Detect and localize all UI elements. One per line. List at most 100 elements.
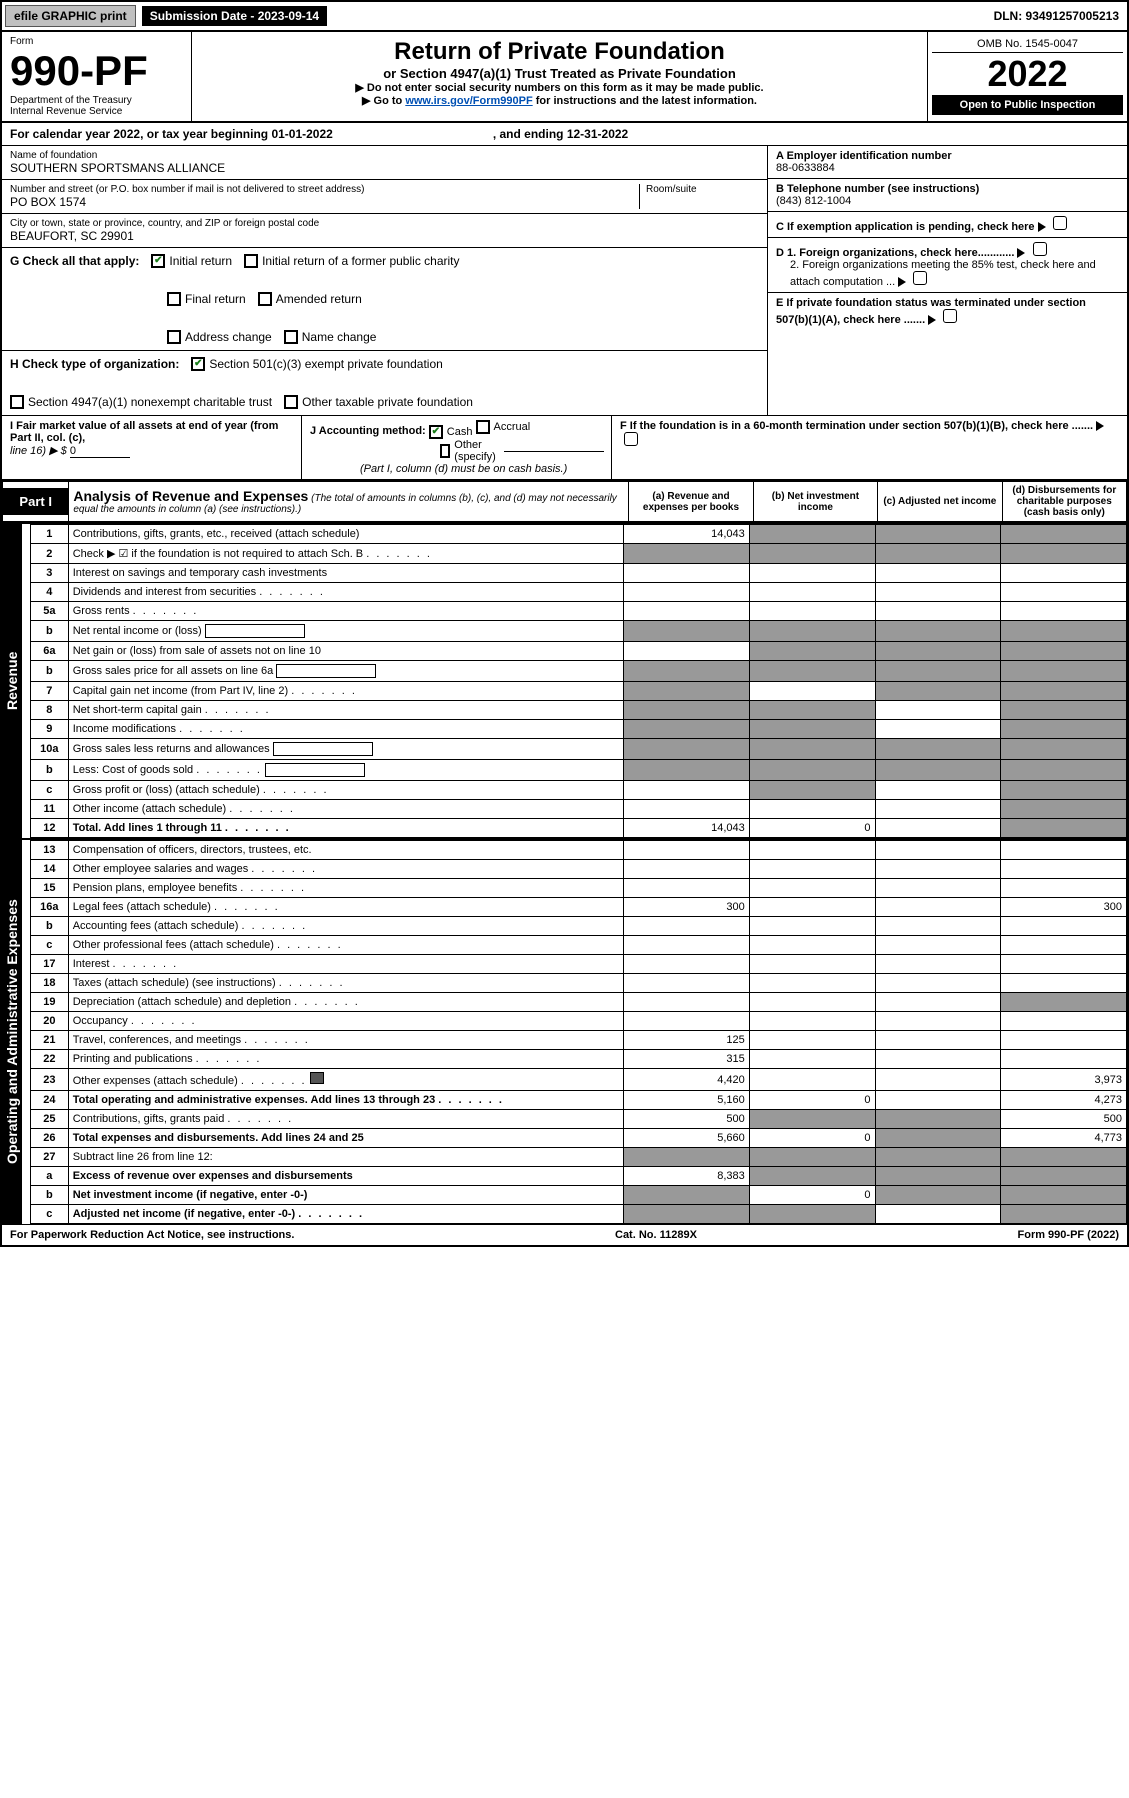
line-description: Adjusted net income (if negative, enter … [68, 1205, 623, 1224]
table-row: bAccounting fees (attach schedule) . . .… [31, 917, 1127, 936]
col-d-amount [1001, 819, 1127, 838]
cash-checkbox[interactable] [429, 425, 443, 439]
col-b-amount: 0 [749, 1129, 875, 1148]
col-a-amount: 5,660 [624, 1129, 750, 1148]
table-row: bLess: Cost of goods sold . . . . . . . [31, 760, 1127, 781]
amended-return-label: Amended return [276, 292, 362, 306]
line-description: Other professional fees (attach schedule… [68, 936, 623, 955]
line-number: b [31, 661, 69, 682]
other-taxable-checkbox[interactable] [284, 395, 298, 409]
line-description: Gross sales less returns and allowances [68, 739, 623, 760]
part1-title: Analysis of Revenue and Expenses [73, 488, 308, 504]
col-b-amount [749, 936, 875, 955]
line-description: Net gain or (loss) from sale of assets n… [68, 642, 623, 661]
line-number: 13 [31, 841, 69, 860]
col-b-amount [749, 525, 875, 544]
arrow-icon [1017, 248, 1025, 258]
line-number: 12 [31, 819, 69, 838]
line-description: Other income (attach schedule) . . . . .… [68, 800, 623, 819]
col-a-amount [624, 936, 750, 955]
table-row: 6aNet gain or (loss) from sale of assets… [31, 642, 1127, 661]
col-d-amount [1001, 800, 1127, 819]
table-row: 3Interest on savings and temporary cash … [31, 564, 1127, 583]
col-c-amount [875, 993, 1001, 1012]
col-a-header: (a) Revenue and expenses per books [629, 482, 753, 522]
col-b-amount [749, 955, 875, 974]
form990pf-link[interactable]: www.irs.gov/Form990PF [405, 95, 532, 107]
col-b-amount [749, 917, 875, 936]
col-d-amount [1001, 936, 1127, 955]
line-number: b [31, 621, 69, 642]
i-line16: line 16) ▶ $ [10, 445, 67, 457]
line-description: Pension plans, employee benefits . . . .… [68, 879, 623, 898]
col-b-amount [749, 1050, 875, 1069]
d2-checkbox[interactable] [913, 271, 927, 285]
final-return-checkbox[interactable] [167, 292, 181, 306]
501c3-checkbox[interactable] [191, 357, 205, 371]
cal-begin: For calendar year 2022, or tax year begi… [10, 127, 333, 141]
ledger-icon[interactable] [310, 1072, 324, 1084]
line-number: 2 [31, 544, 69, 564]
col-d-amount: 500 [1001, 1110, 1127, 1129]
col-d-amount [1001, 993, 1127, 1012]
col-c-amount [875, 898, 1001, 917]
col-a-amount [624, 564, 750, 583]
col-d-amount [1001, 1186, 1127, 1205]
name-change-checkbox[interactable] [284, 330, 298, 344]
col-b-amount [749, 621, 875, 642]
dept-treasury: Department of the Treasury [10, 95, 183, 106]
arrow-icon [1038, 222, 1046, 232]
table-row: 7Capital gain net income (from Part IV, … [31, 682, 1127, 701]
line-number: 27 [31, 1148, 69, 1167]
4947-label: Section 4947(a)(1) nonexempt charitable … [28, 395, 272, 409]
line-number: 26 [31, 1129, 69, 1148]
table-row: 26Total expenses and disbursements. Add … [31, 1129, 1127, 1148]
page-footer: For Paperwork Reduction Act Notice, see … [2, 1224, 1127, 1245]
col-d-amount [1001, 564, 1127, 583]
revenue-section: Revenue 1Contributions, gifts, grants, e… [2, 522, 1127, 838]
col-b-amount [749, 860, 875, 879]
table-row: 18Taxes (attach schedule) (see instructi… [31, 974, 1127, 993]
table-row: cAdjusted net income (if negative, enter… [31, 1205, 1127, 1224]
col-c-amount [875, 955, 1001, 974]
street-label: Number and street (or P.O. box number if… [10, 184, 639, 195]
col-a-amount [624, 917, 750, 936]
col-a-amount [624, 800, 750, 819]
col-d-amount [1001, 955, 1127, 974]
4947-checkbox[interactable] [10, 395, 24, 409]
name-change-label: Name change [302, 330, 377, 344]
final-return-label: Final return [185, 292, 246, 306]
city-state-zip: BEAUFORT, SC 29901 [10, 229, 759, 243]
f-checkbox[interactable] [624, 432, 638, 446]
line-description: Interest on savings and temporary cash i… [68, 564, 623, 583]
initial-return-checkbox[interactable] [151, 254, 165, 268]
col-d-amount [1001, 1205, 1127, 1224]
accrual-checkbox[interactable] [476, 420, 490, 434]
dln: DLN: 93491257005213 [986, 6, 1127, 26]
d1-checkbox[interactable] [1033, 242, 1047, 256]
efile-print-button[interactable]: efile GRAPHIC print [5, 5, 136, 27]
initial-former-checkbox[interactable] [244, 254, 258, 268]
col-c-amount [875, 781, 1001, 800]
fmv-value: 0 [70, 445, 130, 458]
other-method-checkbox[interactable] [440, 444, 450, 458]
line-description: Income modifications . . . . . . . [68, 720, 623, 739]
form-container: efile GRAPHIC print Submission Date - 20… [0, 0, 1129, 1247]
address-change-checkbox[interactable] [167, 330, 181, 344]
table-row: 2Check ▶ ☑ if the foundation is not requ… [31, 544, 1127, 564]
amended-return-checkbox[interactable] [258, 292, 272, 306]
col-a-amount [624, 1012, 750, 1031]
line-description: Gross rents . . . . . . . [68, 602, 623, 621]
col-b-amount [749, 781, 875, 800]
table-row: 23Other expenses (attach schedule) . . .… [31, 1069, 1127, 1091]
line-number: b [31, 1186, 69, 1205]
col-b-amount [749, 841, 875, 860]
e-checkbox[interactable] [943, 309, 957, 323]
col-b-amount [749, 1110, 875, 1129]
c-checkbox[interactable] [1053, 216, 1067, 230]
line-description: Travel, conferences, and meetings . . . … [68, 1031, 623, 1050]
col-a-amount [624, 739, 750, 760]
line-number: 23 [31, 1069, 69, 1091]
table-row: aExcess of revenue over expenses and dis… [31, 1167, 1127, 1186]
line-number: b [31, 760, 69, 781]
